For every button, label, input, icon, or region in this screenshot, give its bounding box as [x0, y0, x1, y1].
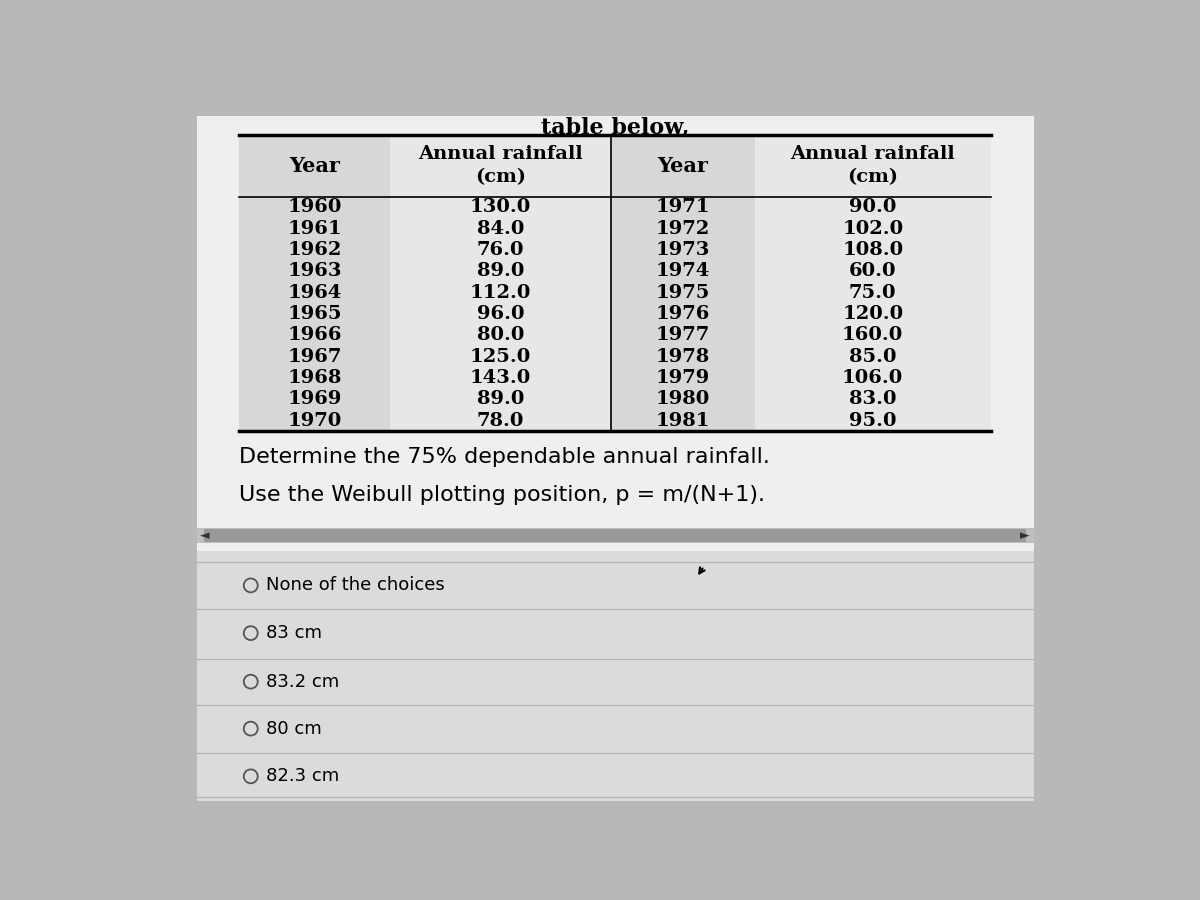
Text: Year: Year [658, 156, 708, 176]
Text: 1965: 1965 [288, 305, 342, 323]
Text: 1980: 1980 [655, 391, 710, 409]
Text: 1972: 1972 [655, 220, 710, 238]
Bar [239, 135, 390, 431]
Text: 1977: 1977 [655, 327, 710, 345]
Text: 78.0: 78.0 [478, 411, 524, 429]
Text: ◄: ◄ [200, 529, 210, 542]
Text: 96.0: 96.0 [476, 305, 524, 323]
Text: 1979: 1979 [655, 369, 710, 387]
Text: 1964: 1964 [288, 284, 342, 302]
Text: 1976: 1976 [655, 305, 710, 323]
Text: 1970: 1970 [288, 411, 342, 429]
Text: 1960: 1960 [288, 198, 342, 216]
Text: 75.0: 75.0 [848, 284, 896, 302]
Text: 1966: 1966 [288, 327, 342, 345]
Text: 108.0: 108.0 [842, 241, 904, 259]
Text: 82.3 cm: 82.3 cm [266, 768, 340, 786]
Text: Annual rainfall
(cm): Annual rainfall (cm) [419, 145, 583, 186]
Text: 80.0: 80.0 [478, 327, 524, 345]
Bar [197, 551, 1033, 801]
Text: 83 cm: 83 cm [266, 624, 323, 642]
Text: 89.0: 89.0 [478, 391, 524, 409]
Bar [197, 527, 1033, 543]
Bar [204, 529, 1026, 542]
Text: ►: ► [1020, 529, 1030, 542]
Text: 112.0: 112.0 [470, 284, 532, 302]
Text: 76.0: 76.0 [476, 241, 524, 259]
Text: 1971: 1971 [655, 198, 710, 216]
Text: 1981: 1981 [655, 411, 710, 429]
Text: table below,: table below, [541, 117, 689, 140]
Text: 160.0: 160.0 [842, 327, 904, 345]
Text: Annual rainfall
(cm): Annual rainfall (cm) [791, 145, 955, 186]
Text: 1967: 1967 [288, 347, 342, 365]
Text: 125.0: 125.0 [470, 347, 532, 365]
Text: 1969: 1969 [288, 391, 342, 409]
Bar [390, 135, 611, 431]
Text: 120.0: 120.0 [842, 305, 904, 323]
Text: 80 cm: 80 cm [266, 720, 322, 738]
Bar [755, 135, 991, 431]
Text: Use the Weibull plotting position, p = m/(N+1).: Use the Weibull plotting position, p = m… [239, 485, 766, 505]
Text: 143.0: 143.0 [470, 369, 532, 387]
Text: 1963: 1963 [288, 262, 342, 280]
Text: 102.0: 102.0 [842, 220, 904, 238]
Text: 1962: 1962 [288, 241, 342, 259]
Text: 130.0: 130.0 [470, 198, 532, 216]
Text: Determine the 75% dependable annual rainfall.: Determine the 75% dependable annual rain… [239, 446, 770, 467]
Text: 85.0: 85.0 [848, 347, 896, 365]
Text: 90.0: 90.0 [850, 198, 896, 216]
Text: 89.0: 89.0 [478, 262, 524, 280]
Text: 1961: 1961 [287, 220, 342, 238]
Text: 1978: 1978 [655, 347, 710, 365]
Text: 1973: 1973 [655, 241, 710, 259]
Text: 106.0: 106.0 [842, 369, 904, 387]
Text: 1968: 1968 [288, 369, 342, 387]
Text: 84.0: 84.0 [478, 220, 524, 238]
Text: 83.2 cm: 83.2 cm [266, 672, 340, 690]
Text: 95.0: 95.0 [848, 411, 896, 429]
Text: 1975: 1975 [655, 284, 710, 302]
Text: Year: Year [289, 156, 340, 176]
Text: 60.0: 60.0 [848, 262, 896, 280]
Text: None of the choices: None of the choices [266, 576, 445, 594]
Text: 83.0: 83.0 [848, 391, 896, 409]
Text: 1974: 1974 [655, 262, 710, 280]
Bar [611, 135, 755, 431]
